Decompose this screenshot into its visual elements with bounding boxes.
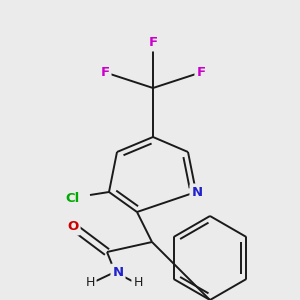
Text: F: F	[148, 37, 158, 50]
Text: H: H	[85, 277, 95, 290]
Text: N: N	[191, 185, 203, 199]
Text: H: H	[133, 277, 143, 290]
Text: O: O	[68, 220, 79, 233]
Text: N: N	[112, 266, 124, 278]
Text: F: F	[100, 67, 109, 80]
Text: Cl: Cl	[65, 191, 79, 205]
Text: F: F	[196, 67, 206, 80]
